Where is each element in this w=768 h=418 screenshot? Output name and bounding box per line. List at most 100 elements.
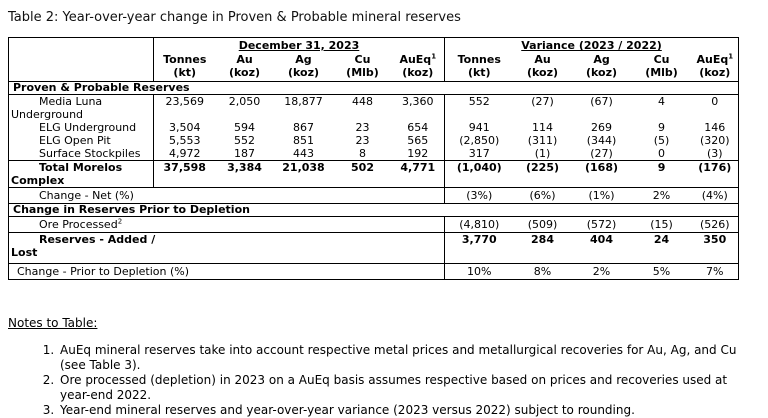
table-cell: 4 bbox=[658, 95, 666, 108]
row-label: Change - Prior to Depletion (%) bbox=[8, 263, 446, 280]
table-cell: 350 bbox=[691, 232, 739, 264]
table-cell: (225) bbox=[513, 160, 572, 188]
table-cell: 2% bbox=[652, 189, 671, 202]
table-row: Reserves - Added / Lost 3,770 284 404 24 350 bbox=[8, 232, 739, 264]
variance-group-header: Variance (2023 / 2022) bbox=[445, 38, 739, 54]
table-cell: 594 bbox=[234, 121, 255, 134]
col-header-ag: Ag (koz) bbox=[585, 53, 618, 79]
table-cell: 187 bbox=[234, 147, 255, 160]
table-cell: 552 bbox=[234, 134, 255, 147]
table-cell: 9 bbox=[631, 160, 692, 188]
table-cell: 269 bbox=[591, 121, 613, 134]
period-group-header: December 31, 2023 bbox=[153, 37, 446, 53]
column-header-row: Tonnes (kt) Au (koz) Ag (koz) Cu (Mlb) AuEq1… bbox=[8, 53, 739, 82]
table-row: Media Luna Underground 23,569 2,050 18,877 4… bbox=[8, 94, 739, 121]
table-cell: 3,384 bbox=[215, 160, 274, 188]
table-cell: (168) bbox=[571, 160, 632, 188]
table-cell: 448 bbox=[352, 95, 373, 108]
col-header-aueq: AuEq1 (koz) bbox=[391, 53, 446, 82]
notes-heading: Notes to Table: bbox=[8, 316, 98, 330]
table-cell: (1) bbox=[534, 147, 551, 160]
table-cell: 23,569 bbox=[165, 95, 205, 108]
table-cell: (1%) bbox=[588, 189, 615, 202]
table-cell: (3%) bbox=[466, 189, 493, 202]
table-cell: (176) bbox=[691, 160, 739, 188]
table-cell: 654 bbox=[391, 121, 446, 134]
note-item: Ore processed (depletion) in 2023 on a A… bbox=[58, 373, 760, 403]
corner-cell bbox=[8, 37, 154, 53]
table-cell: 146 bbox=[704, 121, 726, 134]
col-header-aueq: AuEq1 (koz) bbox=[696, 53, 734, 79]
table-row: ELG Underground 3,504 594 867 23 654 941 114 269… bbox=[8, 121, 739, 134]
table-cell: (509) bbox=[527, 218, 558, 231]
table-cell: 23 bbox=[355, 121, 370, 134]
table-cell: 0 bbox=[711, 95, 719, 108]
table-cell: 317 bbox=[468, 147, 490, 160]
note-item: Year-end mineral reserves and year-over-… bbox=[58, 403, 760, 418]
table-cell: (4%) bbox=[701, 189, 728, 202]
table-cell: 284 bbox=[513, 232, 572, 264]
table-cell: (6%) bbox=[529, 189, 556, 202]
table-cell: (526) bbox=[699, 218, 730, 231]
table-cell: (3) bbox=[706, 147, 723, 160]
table-cell: 23 bbox=[355, 134, 370, 147]
table-cell: 941 bbox=[468, 121, 490, 134]
col-header-au: Au (koz) bbox=[228, 53, 261, 79]
table-cell: 9 bbox=[658, 121, 666, 134]
table-cell: (27) bbox=[531, 95, 554, 108]
table-cell: (311) bbox=[527, 134, 558, 147]
table-cell: 565 bbox=[391, 134, 446, 147]
table-body: Proven & Probable Reserves Media Luna Und… bbox=[8, 81, 739, 280]
table-row: Proven & Probable Reserves bbox=[8, 81, 739, 95]
row-label: Ore Processed2 bbox=[8, 216, 446, 233]
table-cell: 21,038 bbox=[273, 160, 334, 188]
col-header-cu: Cu (Mlb) bbox=[645, 53, 678, 79]
table-cell: (67) bbox=[590, 95, 613, 108]
table-cell: 3,770 bbox=[444, 232, 514, 264]
table-cell: (4,810) bbox=[459, 218, 500, 231]
table-cell: 502 bbox=[333, 160, 392, 188]
table-row: Total Morelos Complex 37,598 3,384 21,038 50… bbox=[8, 160, 739, 188]
row-label: Surface Stockpiles bbox=[8, 147, 154, 161]
table-cell: (27) bbox=[590, 147, 613, 160]
table-cell: 867 bbox=[293, 121, 314, 134]
superscript: 2 bbox=[117, 217, 123, 226]
table-cell: 5% bbox=[652, 265, 671, 278]
table-cell: 37,598 bbox=[153, 160, 216, 188]
notes-section: Notes to Table: AuEq mineral reserves ta… bbox=[8, 316, 760, 418]
variance-group-label: Variance (2023 / 2022) bbox=[521, 39, 662, 52]
table-cell: 851 bbox=[293, 134, 314, 147]
section-label: Change in Reserves Prior to Depletion bbox=[8, 203, 739, 217]
table-cell: 10% bbox=[467, 265, 492, 278]
row-label: ELG Underground bbox=[8, 121, 154, 134]
table-cell: (2,850) bbox=[459, 134, 500, 147]
table-cell: (15) bbox=[650, 218, 673, 231]
col-header-tonnes: Tonnes (kt) bbox=[457, 53, 501, 79]
table-cell: (344) bbox=[586, 134, 617, 147]
table-cell: 3,504 bbox=[169, 121, 201, 134]
row-label: ELG Open Pit bbox=[8, 134, 154, 147]
table-cell: (572) bbox=[586, 218, 617, 231]
table-row: Change in Reserves Prior to Depletion bbox=[8, 203, 739, 217]
note-item: AuEq mineral reserves take into account … bbox=[58, 343, 760, 373]
section-label: Proven & Probable Reserves bbox=[8, 81, 739, 95]
table-row: Ore Processed2 (4,810) (509) (572) (15) (526) bbox=[8, 216, 739, 233]
row-label: Reserves - Added / Lost bbox=[8, 232, 446, 264]
col-header-au: Au (koz) bbox=[526, 53, 559, 79]
page-title: Table 2: Year-over-year change in Proven… bbox=[8, 10, 461, 25]
corner-cell bbox=[8, 53, 154, 82]
table-row: Change - Net (%) (3%) (6%) (1%) 2% (4%) bbox=[8, 187, 739, 204]
table-cell: 8 bbox=[359, 147, 366, 160]
table-cell: 2,050 bbox=[228, 95, 261, 108]
table-cell: 3,360 bbox=[391, 94, 446, 121]
period-group-label: December 31, 2023 bbox=[238, 39, 360, 52]
table-cell: 4,771 bbox=[391, 160, 446, 188]
group-header-row: December 31, 2023 Variance (2023 / 2022) bbox=[8, 37, 739, 54]
table-cell: 24 bbox=[631, 232, 692, 264]
table-cell: 114 bbox=[532, 121, 554, 134]
table-cell: 552 bbox=[468, 95, 490, 108]
table-cell: 4,972 bbox=[169, 147, 201, 160]
table-cell: 0 bbox=[658, 147, 666, 160]
table-cell: 18,877 bbox=[284, 95, 323, 108]
table-cell: 404 bbox=[571, 232, 632, 264]
